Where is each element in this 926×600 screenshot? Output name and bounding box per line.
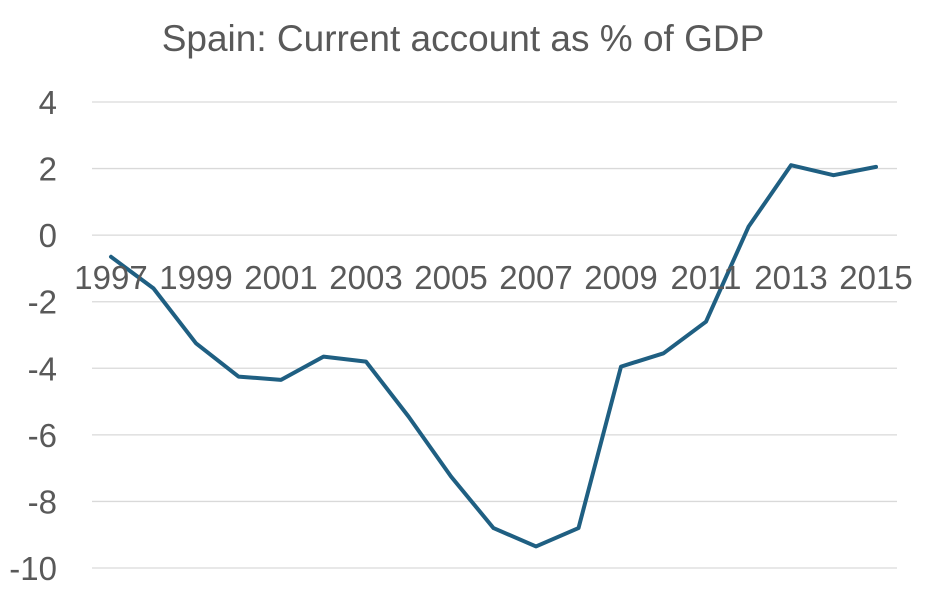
y-tick-label: 0 — [39, 217, 57, 254]
x-tick-label: 2013 — [754, 259, 827, 296]
x-tick-label: 2007 — [499, 259, 572, 296]
x-tick-label: 1997 — [74, 259, 147, 296]
x-tick-label: 2001 — [244, 259, 317, 296]
y-tick-label: -10 — [9, 550, 57, 587]
y-tick-label: 4 — [39, 84, 57, 121]
y-tick-label: 2 — [39, 151, 57, 188]
chart-title: Spain: Current account as % of GDP — [161, 18, 765, 59]
x-tick-label: 1999 — [159, 259, 232, 296]
y-tick-label: -2 — [28, 284, 57, 321]
x-tick-label: 2009 — [584, 259, 657, 296]
x-tick-label: 2011 — [671, 259, 742, 296]
x-tick-label: 2003 — [329, 259, 402, 296]
series-line — [109, 163, 878, 549]
y-tick-label: -4 — [28, 350, 57, 387]
x-tick-label: 2015 — [839, 259, 912, 296]
y-tick-label: -8 — [28, 483, 57, 520]
x-tick-label: 2005 — [414, 259, 487, 296]
y-tick-label: -6 — [28, 417, 57, 454]
